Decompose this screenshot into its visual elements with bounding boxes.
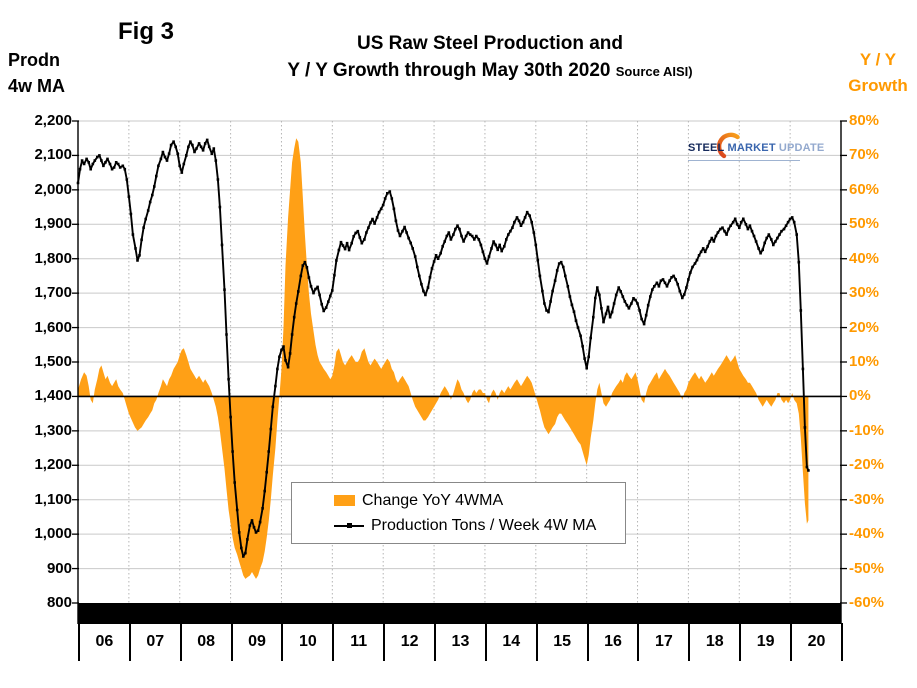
right-axis-tick-label: -20% [849,456,885,474]
x-axis-year-label: 20 [790,623,843,661]
legend-label: Change YoY 4WMA [362,491,504,509]
right-axis-tick-label: -40% [849,525,885,543]
legend-item-yoy: Change YoY 4WMA [334,492,625,510]
x-axis-year-label: 18 [688,623,739,661]
chart-source-note: Source AISI) [615,64,693,79]
x-axis-year-label: 11 [332,623,383,661]
left-axis-tick-label: 1,500 [34,353,72,370]
bottom-black-band [78,603,841,624]
left-axis-tick-label: 1,900 [34,215,72,233]
x-axis-year-label: 14 [484,623,536,661]
x-axis-year-label: 09 [230,623,282,661]
right-axis-tick-label: 20% [849,318,880,336]
right-axis-title: Y / Y Growth [848,50,908,95]
right-axis-tick-label: 40% [849,249,880,267]
left-axis-title: Prodn 4w MA [8,50,66,96]
left-axis-tick-label: 1,700 [34,284,72,302]
right-axis-tick-label: 0% [849,387,871,405]
right-axis-tick-label: 60% [849,180,880,198]
chart-title: US Raw Steel Production and Y / Y Growth… [140,30,840,85]
x-axis-year-label: 17 [637,623,688,661]
x-axis-year-label: 08 [179,623,231,661]
right-axis-tick-label: -30% [849,490,885,508]
right-axis-tick-label: -50% [849,559,885,577]
left-axis-tick-label: 900 [46,559,72,577]
left-axis-tick-label: 1,800 [34,249,72,267]
x-axis-year-label: 16 [586,623,638,661]
left-axis-tick-label: 800 [46,594,72,611]
figure-number-label: Fig 3 [118,18,175,45]
left-axis-tick-label: 1,300 [34,421,72,439]
left-axis-tick-label: 1,100 [34,490,72,508]
production-line-series [77,138,810,558]
x-axis-year-label: 06 [78,623,129,661]
right-axis-tick-label: -60% [849,594,885,611]
left-axis-tick-label: 2,200 [34,112,72,129]
x-axis-year-label: 07 [128,623,180,661]
left-axis-tick-label: 1,400 [34,387,72,405]
yoy-area-series [78,138,809,579]
right-axis-tick-label: 80% [849,112,880,129]
chart-title-line2: Y / Y Growth through May 30th 2020 Sourc… [287,60,693,81]
yoy-area-swatch-icon [334,495,355,506]
left-axis-tick-label: 1,600 [34,318,72,336]
logo-swoosh-icon [716,132,740,159]
chart-title-line1: US Raw Steel Production and [356,33,624,54]
x-axis-year-label: 10 [281,623,332,661]
right-axis-tick-label: 30% [849,284,880,302]
x-axis-year-labels: 06 07 08 09 10 11 12 13 14 15 16 17 18 19 20 [78,623,843,661]
legend-label: Production Tons / Week 4W MA [371,516,597,534]
steel-market-update-logo: STEEL MARKET UPDATE [688,132,824,161]
left-axis-tick-label: 1,200 [34,456,72,474]
chart-legend: Change YoY 4WMA Production Tons / Week 4… [291,482,626,544]
x-axis-year-label: 15 [535,623,587,661]
x-axis-year-label: 19 [739,623,790,661]
x-axis-year-label: 12 [383,623,434,661]
right-axis-tick-label: 70% [849,146,880,164]
x-axis-year-label: 13 [434,623,485,661]
left-axis-tick-label: 1,000 [34,525,72,543]
left-axis-tick-label: 2,000 [34,180,72,198]
right-axis-tick-label: 10% [849,353,880,370]
right-axis-tick-label: 50% [849,215,880,233]
right-axis-tick-label: -10% [849,421,885,439]
logo-text: STEEL MARKET UPDATE [688,142,825,154]
legend-item-production: Production Tons / Week 4W MA [334,517,625,535]
left-axis-tick-label: 2,100 [34,146,72,164]
production-line-swatch-icon [334,522,364,528]
